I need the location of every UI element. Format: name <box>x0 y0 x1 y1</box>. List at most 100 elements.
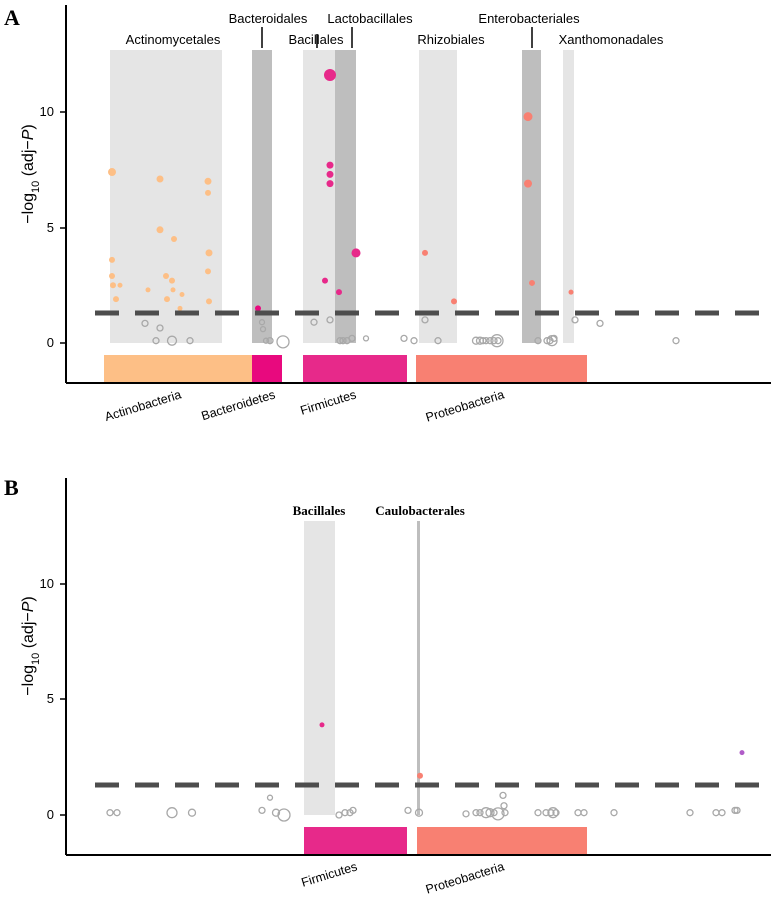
significant-point-firmicutes <box>336 289 342 296</box>
significant-point-actinobacteria <box>156 226 164 234</box>
nonsignificant-point <box>596 319 604 328</box>
phylum-bar-firmicutes <box>303 355 407 382</box>
significant-point-actinobacteria <box>205 189 211 196</box>
nonsignificant-point <box>571 316 579 324</box>
nonsignificant-point <box>421 316 429 324</box>
nonsignificant-point <box>610 809 618 817</box>
y-axis-title-b-mid: (adj− <box>20 612 37 652</box>
significant-points-a <box>108 69 574 312</box>
nonsignificant-point <box>156 324 164 332</box>
phylum-bar-firmicutes-b <box>304 827 407 854</box>
nonsignificant-point <box>499 791 507 800</box>
significant-points-b <box>319 722 745 779</box>
nonsignificant-point <box>486 337 494 345</box>
significant-point-actinobacteria <box>109 273 115 280</box>
y-tick-label-a-5: 5 <box>47 220 54 235</box>
nonsignificant-point <box>534 337 542 345</box>
nonsignificant-points-b <box>106 791 741 822</box>
order-label-lactobacillales: Lactobacillales <box>327 11 413 26</box>
y-axis-title-b: −log10 (adj−P) <box>20 596 42 695</box>
phylum-label-actinobacteria: Actinobacteria <box>103 387 183 424</box>
significant-point-actinobacteria <box>110 282 116 289</box>
nonsignificant-point <box>326 316 334 324</box>
y-axis-title-b-close: ) <box>20 596 37 601</box>
nonsignificant-point <box>414 808 424 817</box>
band-bacillales-b <box>304 521 335 815</box>
order-label-actinomycetales: Actinomycetales <box>126 32 221 47</box>
significant-point-proteobacteria <box>417 772 423 779</box>
y-axis-title-b-p: P <box>20 601 37 612</box>
nonsignificant-point <box>686 809 694 817</box>
y-tick-label-a-10: 10 <box>40 104 54 119</box>
nonsignificant-point <box>718 809 726 817</box>
panel-a: A Actinomycetales Bacteroidales Bacillal… <box>4 5 771 425</box>
significant-point-firmicutes <box>324 69 336 82</box>
nonsignificant-point <box>404 806 412 815</box>
panel-b: B Bacillales Caulobacterales Firmicutes … <box>4 475 771 897</box>
band-caulobacterales-b <box>417 521 420 815</box>
phylum-label-bacteroidetes: Bacteroidetes <box>200 387 277 423</box>
y-axis-title-a-sub: 10 <box>30 181 42 193</box>
phylum-label-firmicutes-b: Firmicutes <box>300 859 359 889</box>
y-axis-title-b-prefix: −log <box>20 665 37 696</box>
significant-point-proteobacteria <box>451 298 457 305</box>
nonsignificant-point <box>543 337 551 345</box>
significant-point-firmicutes <box>322 277 328 284</box>
order-label-rhizobiales: Rhizobiales <box>417 32 485 47</box>
nonsignificant-point <box>258 806 266 815</box>
significant-point-actinobacteria <box>164 296 170 303</box>
significant-point-actinobacteria <box>108 168 116 177</box>
order-label-bacillales-b: Bacillales <box>293 503 346 518</box>
significant-point-proteobacteria <box>568 289 574 295</box>
nonsignificant-point <box>485 808 495 818</box>
nonsignificant-point <box>349 806 357 815</box>
nonsignificant-point <box>534 809 542 817</box>
nonsignificant-point <box>259 325 267 333</box>
nonsignificant-point <box>348 334 356 343</box>
nonsignificant-point <box>550 334 558 343</box>
nonsignificant-point <box>187 808 197 817</box>
significant-point-firmicutes <box>351 248 361 258</box>
nonsignificant-point <box>434 337 442 345</box>
nonsignificant-point <box>362 335 370 342</box>
nonsignificant-point <box>258 319 266 326</box>
nonsignificant-point <box>552 809 560 817</box>
phylum-bar-proteobacteria <box>416 355 587 382</box>
significant-point-actinobacteria <box>156 175 164 183</box>
significant-point-actinobacteria <box>163 273 169 280</box>
y-axis-title-a-p: P <box>20 129 37 140</box>
significant-point-actinobacteria <box>145 287 151 293</box>
band-lactobacillales <box>335 50 356 343</box>
significant-point-actinobacteria <box>170 287 176 293</box>
phylum-label-proteobacteria-b: Proteobacteria <box>424 859 506 896</box>
y-axis-title-a: −log10 (adj−P) <box>20 124 42 223</box>
order-label-xanthomonadales: Xanthomonadales <box>559 32 664 47</box>
nonsignificant-point <box>266 337 274 345</box>
significant-point-proteobacteria <box>422 249 428 256</box>
significant-point-actinobacteria <box>205 249 213 257</box>
order-label-caulobacterales-b: Caulobacterales <box>375 503 465 518</box>
nonsignificant-point <box>336 337 344 345</box>
nonsignificant-point <box>712 809 720 817</box>
order-label-bacteroidales: Bacteroidales <box>229 11 308 26</box>
nonsignificant-point <box>400 334 408 343</box>
phylum-label-proteobacteria: Proteobacteria <box>424 387 506 424</box>
significant-point-actinobacteria <box>117 282 123 288</box>
band-bacteroidales <box>252 50 272 343</box>
y-axis-title-b-sub: 10 <box>30 653 42 665</box>
nonsignificant-point <box>580 809 588 817</box>
phylum-bar-actinobacteria <box>104 355 252 382</box>
nonsignificant-point <box>672 337 680 345</box>
nonsignificant-point <box>479 337 487 345</box>
nonsignificant-point <box>276 335 290 349</box>
nonsignificant-point <box>547 807 559 819</box>
nonsignificant-point <box>733 806 741 815</box>
nonsignificant-point <box>106 809 114 817</box>
band-xanthomonadales <box>563 50 574 343</box>
y-tick-label-b-5: 5 <box>47 691 54 706</box>
nonsignificant-point <box>271 808 281 817</box>
significant-point-firmicutes <box>326 180 334 188</box>
significant-point-proteobacteria <box>524 179 532 188</box>
significant-point-other <box>739 750 745 756</box>
